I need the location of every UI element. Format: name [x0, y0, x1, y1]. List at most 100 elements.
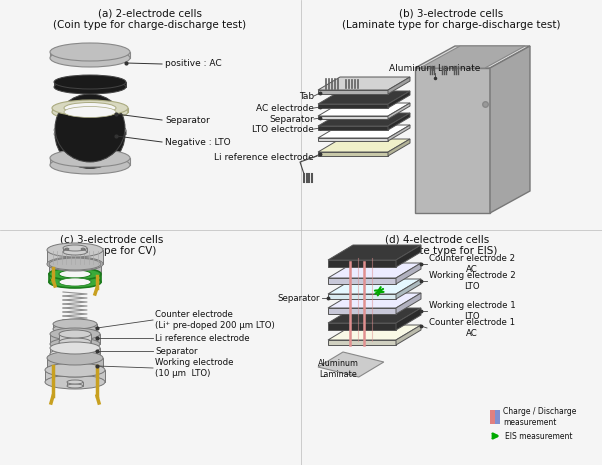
Text: Counter electrode 1
AC: Counter electrode 1 AC	[429, 319, 515, 338]
Ellipse shape	[54, 75, 126, 89]
Ellipse shape	[53, 319, 97, 329]
Ellipse shape	[50, 43, 130, 61]
Polygon shape	[328, 278, 396, 284]
Text: (c) 3-electrode cells
(Flat type for CV): (c) 3-electrode cells (Flat type for CV)	[60, 234, 164, 256]
Ellipse shape	[50, 328, 100, 340]
Ellipse shape	[45, 375, 105, 389]
Ellipse shape	[81, 248, 85, 250]
Polygon shape	[388, 91, 410, 108]
Text: Working electrode 2
LTO: Working electrode 2 LTO	[429, 271, 516, 291]
Polygon shape	[318, 104, 388, 108]
Ellipse shape	[47, 257, 103, 271]
Text: Separator: Separator	[278, 293, 320, 303]
Ellipse shape	[52, 104, 128, 120]
Ellipse shape	[63, 249, 87, 255]
Ellipse shape	[52, 100, 128, 116]
Text: Separator: Separator	[155, 346, 197, 356]
Polygon shape	[49, 264, 101, 274]
Ellipse shape	[55, 94, 125, 162]
Ellipse shape	[45, 363, 105, 377]
Text: LTO electrode: LTO electrode	[252, 125, 314, 133]
Text: EIS measurement: EIS measurement	[505, 432, 573, 440]
Polygon shape	[63, 248, 87, 252]
Ellipse shape	[47, 363, 103, 377]
Polygon shape	[328, 245, 421, 260]
Text: Aluminum
Laminate: Aluminum Laminate	[318, 359, 359, 379]
Polygon shape	[490, 46, 530, 213]
Polygon shape	[328, 279, 421, 294]
Polygon shape	[396, 263, 421, 284]
Ellipse shape	[53, 324, 97, 334]
Ellipse shape	[49, 268, 101, 280]
Ellipse shape	[50, 342, 100, 354]
Polygon shape	[50, 52, 130, 58]
Polygon shape	[54, 82, 126, 87]
Polygon shape	[318, 91, 410, 104]
Text: Aluminum Laminate: Aluminum Laminate	[389, 64, 480, 73]
Text: Counter electrode
(Li⁺ pre-doped 200 μm LTO): Counter electrode (Li⁺ pre-doped 200 μm …	[155, 310, 275, 330]
Ellipse shape	[54, 127, 126, 141]
Ellipse shape	[50, 49, 130, 67]
Polygon shape	[396, 245, 421, 267]
Polygon shape	[388, 113, 410, 130]
Polygon shape	[328, 325, 421, 340]
Polygon shape	[55, 128, 125, 134]
Polygon shape	[388, 77, 410, 94]
Ellipse shape	[65, 248, 69, 250]
Bar	[490, 410, 495, 424]
Polygon shape	[318, 352, 384, 377]
Polygon shape	[318, 90, 388, 94]
Ellipse shape	[64, 102, 116, 113]
Ellipse shape	[67, 384, 83, 388]
Polygon shape	[388, 139, 410, 156]
Ellipse shape	[50, 348, 100, 360]
Ellipse shape	[55, 100, 125, 168]
Polygon shape	[328, 323, 396, 330]
Text: Working electrode 1
LTO: Working electrode 1 LTO	[429, 301, 516, 321]
Ellipse shape	[50, 149, 130, 167]
Polygon shape	[318, 126, 388, 130]
Ellipse shape	[67, 380, 83, 384]
Polygon shape	[328, 263, 421, 278]
Polygon shape	[318, 152, 388, 156]
Polygon shape	[328, 293, 421, 308]
Ellipse shape	[63, 245, 87, 251]
Polygon shape	[388, 125, 410, 141]
Ellipse shape	[49, 258, 101, 270]
Ellipse shape	[59, 330, 91, 338]
Polygon shape	[415, 46, 530, 68]
Ellipse shape	[59, 278, 91, 286]
Polygon shape	[59, 334, 91, 342]
Polygon shape	[67, 382, 83, 386]
Text: Negative : LTO: Negative : LTO	[165, 138, 231, 146]
Polygon shape	[53, 324, 97, 329]
Polygon shape	[50, 334, 100, 344]
Polygon shape	[396, 293, 421, 314]
Polygon shape	[49, 274, 101, 282]
Polygon shape	[318, 116, 388, 119]
Polygon shape	[388, 103, 410, 119]
Polygon shape	[318, 77, 410, 90]
Text: Separator: Separator	[165, 115, 209, 125]
Polygon shape	[318, 125, 410, 138]
Polygon shape	[50, 158, 130, 165]
Ellipse shape	[59, 270, 91, 278]
Polygon shape	[318, 103, 410, 116]
Text: (b) 3-electrode cells
(Laminate type for charge-discharge test): (b) 3-electrode cells (Laminate type for…	[342, 8, 560, 30]
Polygon shape	[328, 340, 396, 345]
Polygon shape	[318, 113, 410, 126]
Polygon shape	[328, 308, 396, 314]
Ellipse shape	[47, 351, 103, 365]
Polygon shape	[396, 325, 421, 345]
Text: Li reference electrode: Li reference electrode	[155, 333, 250, 343]
Polygon shape	[415, 68, 490, 213]
Text: Counter electrode 2
AC: Counter electrode 2 AC	[429, 254, 515, 274]
Polygon shape	[47, 250, 103, 264]
Text: (a) 2-electrode cells
(Coin type for charge-discharge test): (a) 2-electrode cells (Coin type for cha…	[54, 8, 247, 30]
Polygon shape	[54, 130, 126, 134]
Ellipse shape	[54, 123, 126, 137]
Ellipse shape	[49, 268, 101, 280]
Text: AC electrode: AC electrode	[256, 104, 314, 113]
Polygon shape	[328, 260, 396, 267]
Text: Working electrode
(10 μm  LTO): Working electrode (10 μm LTO)	[155, 359, 234, 378]
